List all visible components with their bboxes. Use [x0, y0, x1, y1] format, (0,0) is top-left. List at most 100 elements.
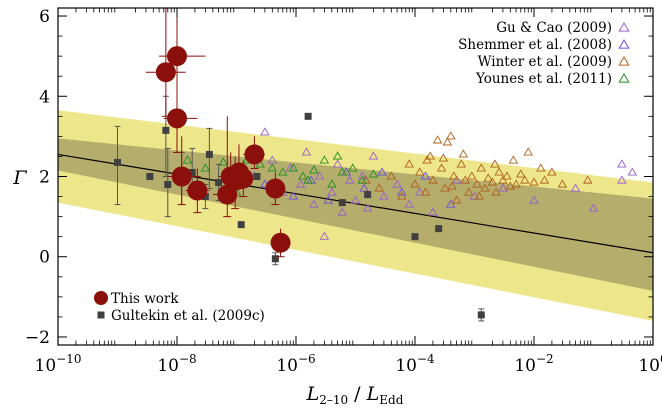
point-winter-et-al-2009 [472, 179, 482, 188]
point-gu-cao-2009 [627, 167, 638, 176]
point-gu-cao-2009 [327, 187, 337, 196]
legend-label-shemmer-et-al-2008: Shemmer et al. (2008) [458, 37, 612, 53]
point-gultekin [237, 221, 245, 229]
point-this-work [270, 232, 291, 253]
point-shemmer-et-al-2008 [446, 199, 456, 208]
point-this-work [167, 108, 187, 129]
point-gu-cao-2009 [529, 195, 539, 204]
point-gultekin [162, 126, 170, 134]
svg-text:L2–10 / LEdd: L2–10 / LEdd [306, 383, 404, 407]
point-winter-et-al-2009 [374, 183, 384, 192]
x-tick-exp: −6 [298, 352, 316, 366]
point-winter-et-al-2009 [446, 131, 456, 140]
point-winter-et-al-2009 [386, 171, 397, 180]
point-younes-et-al-2011 [337, 167, 348, 176]
series-winter-et-al-2009 [361, 131, 593, 204]
legend-label-this-work: This work [111, 291, 179, 307]
x-tick-exp: −10 [56, 352, 81, 366]
point-winter-et-al-2009 [474, 191, 484, 200]
point-gultekin [114, 158, 121, 166]
point-gu-cao-2009 [319, 231, 330, 240]
point-gultekin [253, 173, 261, 180]
point-younes-et-al-2011 [309, 165, 319, 174]
legend-label-gu-cao-2009: Gu & Cao (2009) [496, 20, 612, 36]
point-winter-et-al-2009 [523, 147, 534, 156]
point-gu-cao-2009 [295, 179, 306, 188]
point-winter-et-al-2009 [498, 175, 508, 184]
legend-label-gultekin-et-al-2009c: Gultekin et al. (2009c) [111, 308, 265, 324]
point-gu-cao-2009 [301, 147, 312, 156]
point-gu-cao-2009 [404, 199, 415, 208]
point-winter-et-al-2009 [420, 187, 431, 196]
point-gu-cao-2009 [617, 159, 627, 168]
x-tick-exp: −4 [417, 352, 435, 366]
x-tick-base: 10 [395, 356, 417, 376]
point-winter-et-al-2009 [536, 163, 546, 172]
legend-marker-winter-et-al-2009 [618, 56, 630, 66]
point-winter-et-al-2009 [456, 159, 467, 168]
point-winter-et-al-2009 [432, 135, 443, 144]
point-winter-et-al-2009 [404, 159, 415, 168]
series-this-work [145, 8, 291, 258]
axis-ticks [57, 8, 654, 345]
legend-label-younes-et-al-2011: Younes et al. (2011) [475, 71, 612, 87]
point-younes-et-al-2011 [267, 163, 278, 172]
point-gu-cao-2009 [260, 127, 270, 136]
x-tick-base: 10 [638, 356, 660, 376]
point-winter-et-al-2009 [425, 151, 435, 160]
point-gu-cao-2009 [451, 175, 462, 184]
point-gu-cao-2009 [357, 171, 368, 180]
point-gu-cao-2009 [362, 203, 373, 212]
point-winter-et-al-2009 [483, 173, 493, 182]
point-shemmer-et-al-2008 [420, 171, 431, 180]
confidence-bands [58, 110, 653, 321]
point-gultekin [146, 173, 154, 180]
point-winter-et-al-2009 [529, 177, 539, 186]
inner-band [58, 138, 653, 291]
point-gultekin [271, 255, 279, 263]
point-younes-et-al-2011 [357, 175, 368, 184]
x-axis-label-sep: / [348, 383, 366, 405]
point-winter-et-al-2009 [557, 179, 568, 188]
point-gultekin [215, 179, 223, 187]
x-axis-label-main2: L [366, 383, 380, 405]
point-younes-et-al-2011 [218, 157, 229, 166]
point-winter-et-al-2009 [547, 167, 557, 176]
point-gu-cao-2009 [570, 183, 581, 192]
point-gultekin [411, 233, 419, 241]
point-younes-et-al-2011 [348, 163, 358, 172]
point-winter-et-al-2009 [520, 175, 530, 184]
point-shemmer-et-al-2008 [377, 167, 387, 176]
legend-label-winter-et-al-2009: Winter et al. (2009) [478, 54, 612, 70]
point-gu-cao-2009 [332, 159, 343, 168]
point-winter-et-al-2009 [460, 175, 471, 184]
point-winter-et-al-2009 [491, 187, 501, 196]
point-winter-et-al-2009 [494, 167, 504, 176]
point-winter-et-al-2009 [505, 181, 516, 190]
data-points [114, 8, 638, 322]
point-younes-et-al-2011 [182, 155, 193, 164]
point-winter-et-al-2009 [436, 163, 447, 172]
x-tick-base: 10 [157, 356, 179, 376]
point-younes-et-al-2011 [288, 163, 299, 172]
point-winter-et-al-2009 [428, 175, 438, 184]
point-shemmer-et-al-2008 [397, 187, 407, 196]
point-younes-et-al-2011 [200, 163, 211, 172]
point-gultekin [338, 199, 346, 207]
point-winter-et-al-2009 [438, 153, 449, 162]
point-gultekin [435, 225, 443, 233]
x-tick-exp: 0 [660, 352, 662, 366]
point-younes-et-al-2011 [327, 179, 337, 188]
point-winter-et-al-2009 [451, 195, 462, 204]
point-winter-et-al-2009 [458, 149, 469, 158]
point-younes-et-al-2011 [303, 175, 313, 184]
y-tick-label: 4 [39, 87, 50, 107]
point-younes-et-al-2011 [278, 167, 288, 176]
legend-marker-this-work [94, 291, 108, 305]
y-tick-label: 6 [39, 7, 50, 27]
x-tick-exp: −2 [536, 352, 554, 366]
x-tick-label: 10−6 [276, 352, 315, 376]
legend-marker-shemmer-et-al-2008 [618, 39, 630, 49]
